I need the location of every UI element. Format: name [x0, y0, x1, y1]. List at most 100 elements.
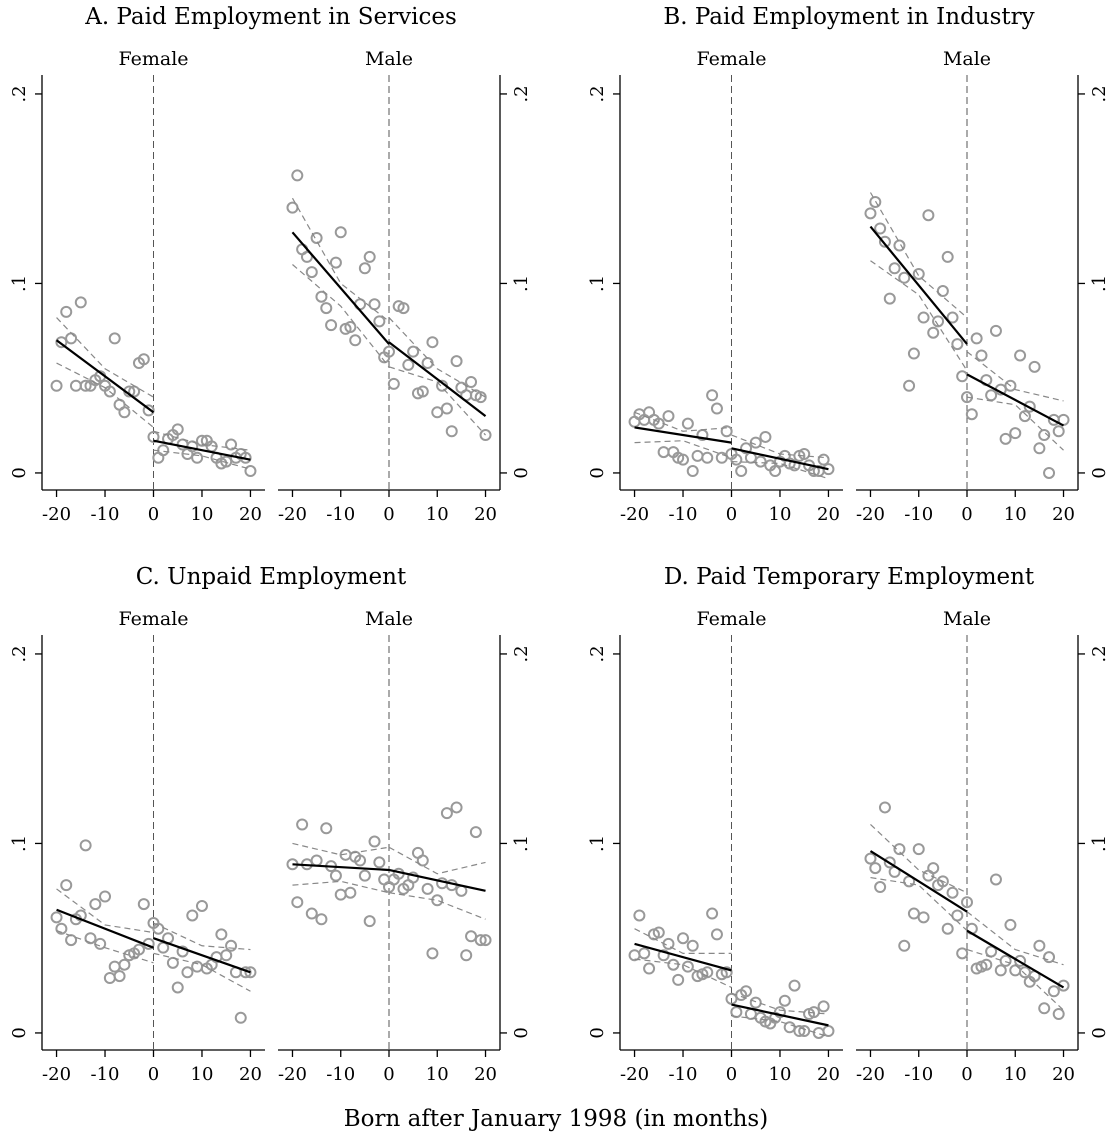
data-point	[725, 992, 738, 1005]
data-point	[1033, 442, 1046, 455]
y-tick-label: .2	[9, 85, 30, 102]
data-point	[633, 909, 646, 922]
x-tick-label: 10	[769, 1064, 792, 1085]
data-point	[932, 315, 945, 328]
ci-upper	[731, 992, 829, 1015]
panel-title: C. Unpaid Employment	[136, 564, 407, 590]
ci-lower	[292, 880, 390, 894]
data-point	[344, 886, 357, 899]
x-tick-label: -20	[620, 1064, 649, 1085]
ci-upper	[966, 351, 1064, 402]
ci-upper	[634, 411, 732, 432]
data-point	[701, 966, 714, 979]
data-point	[730, 1006, 743, 1019]
fit-line	[388, 341, 487, 417]
data-point	[450, 801, 463, 814]
data-point	[628, 949, 641, 962]
data-point	[989, 324, 1002, 337]
data-point	[677, 453, 690, 466]
data-point	[373, 856, 386, 869]
data-point	[320, 822, 333, 835]
x-tick-label: -10	[91, 504, 120, 525]
data-point	[103, 971, 116, 984]
data-point	[368, 835, 381, 848]
data-point	[147, 430, 160, 443]
x-tick-label: 10	[191, 504, 214, 525]
data-point	[985, 945, 998, 958]
data-point	[980, 958, 993, 971]
data-point	[643, 962, 656, 975]
data-point	[137, 898, 150, 911]
facet-label: Female	[696, 608, 766, 630]
fit-line	[966, 373, 1065, 427]
ci-lower	[731, 1015, 829, 1038]
data-point	[310, 231, 323, 244]
data-point	[368, 298, 381, 311]
data-point	[907, 347, 920, 360]
data-point	[740, 442, 753, 455]
fit-line	[292, 863, 390, 872]
y-tick-label: .2	[9, 645, 30, 662]
data-point	[864, 207, 877, 220]
y-tick-label: .2	[1089, 645, 1110, 662]
data-point	[715, 451, 728, 464]
data-point	[220, 455, 233, 468]
data-point	[888, 262, 901, 275]
data-point	[893, 239, 906, 252]
data-point	[244, 465, 257, 478]
y-tick-label: 0	[511, 1027, 532, 1038]
data-point	[686, 465, 699, 478]
ci-upper	[153, 430, 251, 451]
data-point	[975, 349, 988, 362]
data-point	[469, 826, 482, 839]
data-point	[108, 332, 121, 345]
data-point	[191, 451, 204, 464]
data-point	[657, 949, 670, 962]
ci-lower	[292, 264, 390, 368]
data-point	[431, 406, 444, 419]
data-point	[677, 932, 690, 945]
x-axis-title: Born after January 1998 (in months)	[344, 1106, 768, 1132]
y-tick-label: 0	[1089, 1027, 1110, 1038]
data-point	[667, 958, 680, 971]
x-tick-label: -20	[42, 504, 71, 525]
y-tick-label: .1	[587, 835, 608, 852]
ci-lower	[634, 440, 732, 459]
ci-upper	[388, 846, 486, 875]
data-point	[118, 406, 131, 419]
data-point	[912, 843, 925, 856]
y-tick-label: .1	[511, 275, 532, 292]
data-point	[946, 886, 959, 899]
x-tick-label: 0	[148, 1064, 159, 1085]
data-point	[152, 922, 165, 935]
data-point	[310, 854, 323, 867]
data-point	[1047, 985, 1060, 998]
data-point	[181, 966, 194, 979]
data-point	[431, 894, 444, 907]
data-point	[1043, 951, 1056, 964]
data-point	[358, 262, 371, 275]
ci-lower	[153, 952, 251, 992]
data-point	[474, 391, 487, 404]
y-tick-label: .2	[511, 645, 532, 662]
fit-line	[869, 850, 968, 913]
data-point	[706, 907, 719, 920]
x-tick-label: 10	[769, 504, 792, 525]
data-point	[793, 1025, 806, 1038]
data-point	[60, 879, 73, 892]
data-point	[50, 911, 63, 924]
data-point	[922, 209, 935, 222]
data-point	[1023, 400, 1036, 413]
data-point	[956, 370, 969, 383]
data-point	[1004, 918, 1017, 931]
data-point	[710, 402, 723, 415]
x-tick-label: -20	[278, 1064, 307, 1085]
fit-line	[966, 929, 1065, 989]
data-point	[638, 947, 651, 960]
data-point	[157, 941, 170, 954]
facet-label: Male	[365, 48, 413, 70]
data-point	[1014, 954, 1027, 967]
facet-label: Female	[696, 48, 766, 70]
data-point	[460, 949, 473, 962]
